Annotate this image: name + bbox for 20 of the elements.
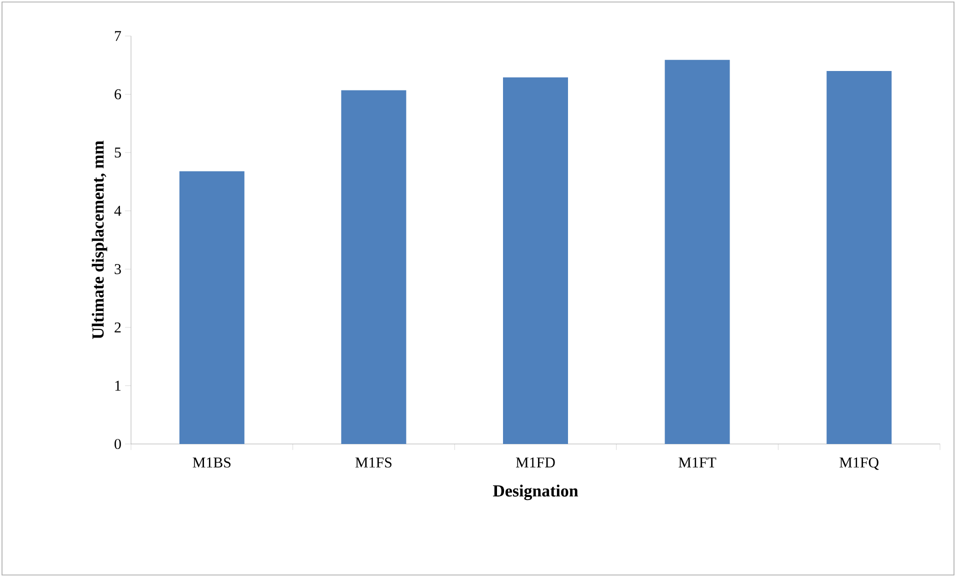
bar bbox=[826, 70, 892, 444]
bar bbox=[664, 60, 730, 444]
bar bbox=[341, 90, 406, 444]
y-tick-label: 0 bbox=[114, 438, 121, 450]
x-axis-title: Designation bbox=[492, 484, 578, 500]
y-tick-label: 3 bbox=[114, 264, 121, 274]
y-tick-label: 6 bbox=[114, 89, 122, 100]
x-tick-label: M1FS bbox=[355, 458, 392, 468]
x-tick-label: M1FQ bbox=[840, 458, 879, 470]
x-tick-label: M1FD bbox=[516, 458, 555, 468]
y-axis-title: Ultimate displacement, mm bbox=[92, 140, 108, 340]
y-tick-label: 1 bbox=[115, 380, 121, 391]
x-tick-label: M1BS bbox=[192, 458, 230, 468]
x-tick-label: M1FT bbox=[678, 458, 716, 468]
y-tick-label: 7 bbox=[115, 31, 122, 41]
bar bbox=[503, 77, 568, 444]
y-tick-label: 4 bbox=[114, 206, 122, 216]
bar bbox=[179, 171, 244, 444]
y-tick-label: 5 bbox=[114, 148, 121, 158]
y-tick-label: 2 bbox=[114, 322, 121, 332]
